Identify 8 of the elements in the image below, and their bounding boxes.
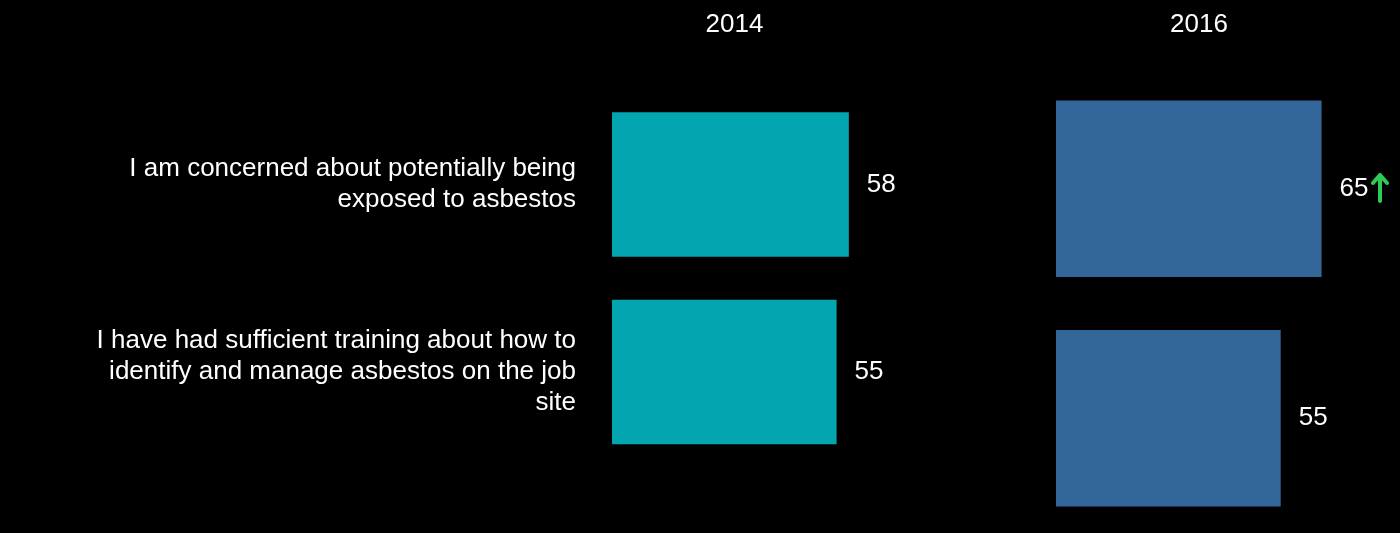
y-tick-label: I am concerned about potentially being exposed to asbestos xyxy=(129,152,576,214)
data-label: 55 xyxy=(1298,401,1328,432)
y-tick-label: I have had sufficient training about how to identify and manage asbestos on the job site xyxy=(96,324,576,417)
data-label: 65 xyxy=(1339,171,1369,202)
chart-title: 2016 xyxy=(1170,8,1228,39)
chart-title: 2014 xyxy=(705,8,764,39)
data-label: 58 xyxy=(866,167,896,198)
data-label: 55 xyxy=(854,355,884,386)
